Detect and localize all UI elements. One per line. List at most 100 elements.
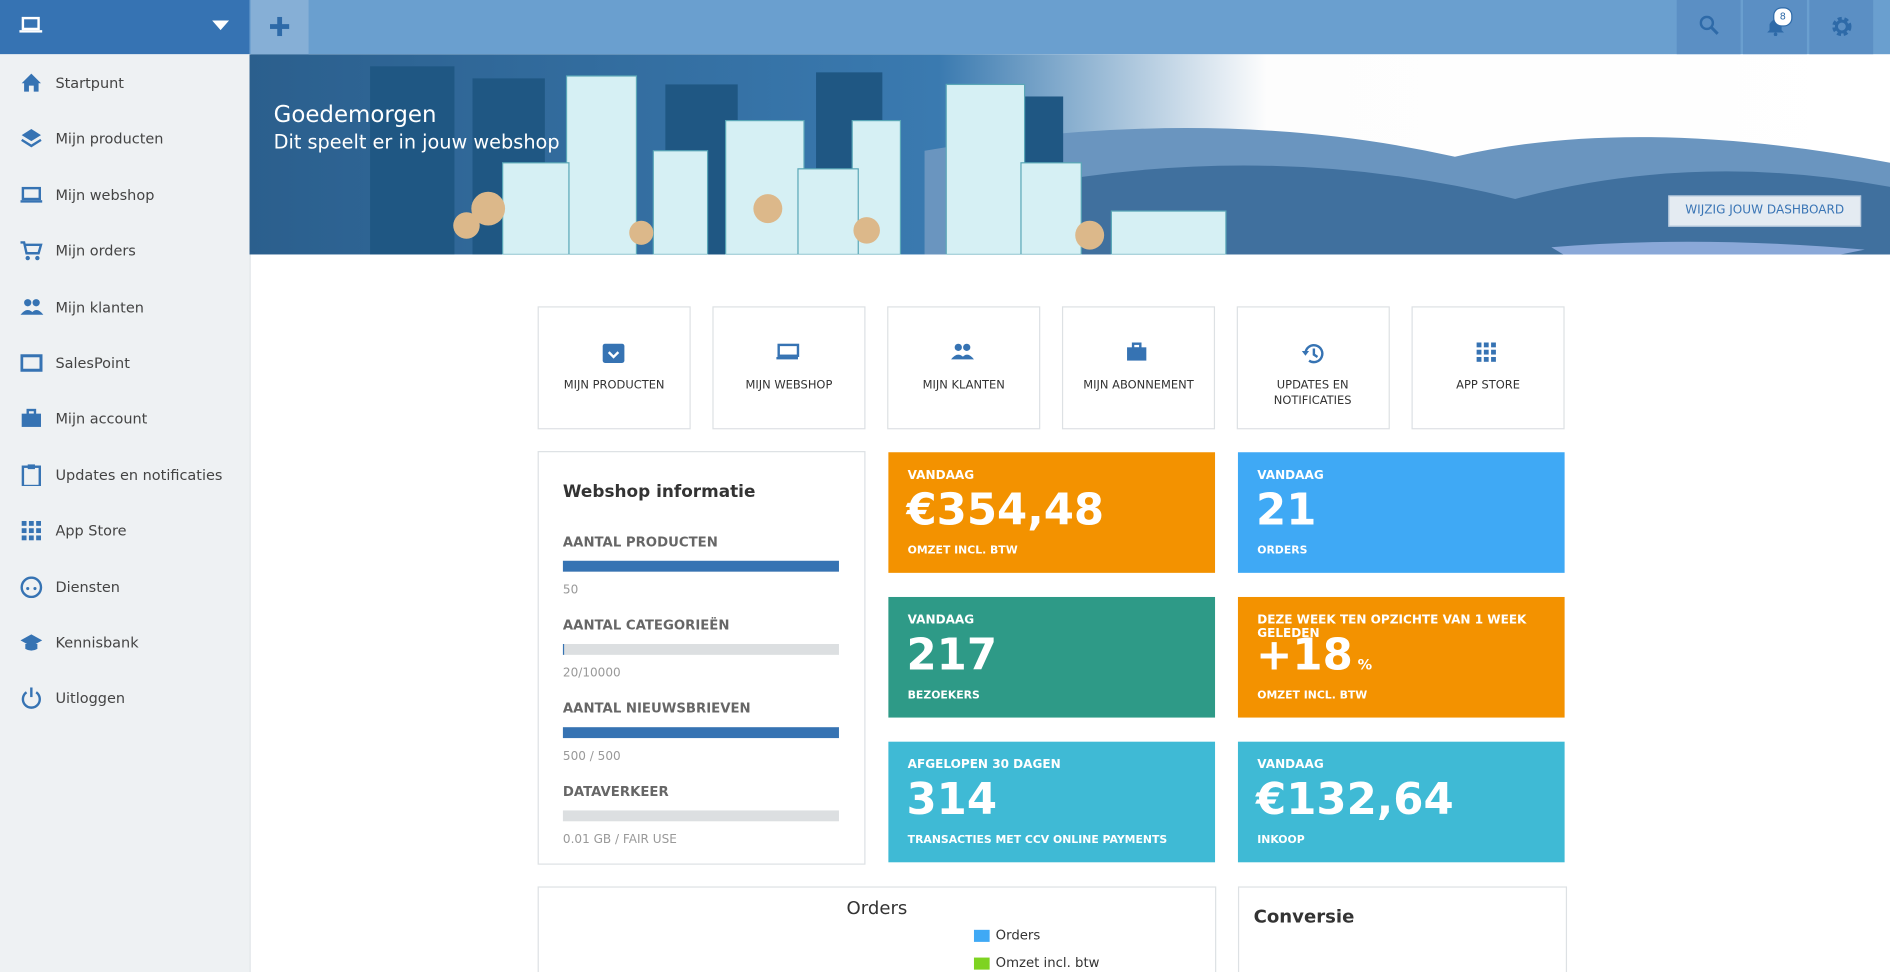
legend-swatch <box>973 929 990 942</box>
tile[interactable]: MIJN PRODUCTEN <box>537 306 691 430</box>
progress-track <box>562 810 839 822</box>
stat-card[interactable]: VANDAAG €354,48 OMZET INCL. BTW <box>888 452 1216 573</box>
edit-dashboard-button[interactable]: WIJZIG JOUW DASHBOARD <box>1668 195 1862 227</box>
legend-label: Omzet incl. btw <box>995 955 1100 971</box>
info-value: 0.01 GB / FAIR USE <box>562 833 677 847</box>
nav-item[interactable]: App Store <box>0 504 250 557</box>
card-label: VANDAAG <box>907 613 975 628</box>
legend-label: Orders <box>995 927 1041 944</box>
sidebar: Startpunt Mijn producten Mijn webshop Mijn … <box>0 54 251 972</box>
info-label: DATAVERKEER <box>562 783 669 800</box>
card-number: €132,64 <box>1256 775 1454 825</box>
card-caption: OMZET INCL. BTW <box>1257 689 1368 702</box>
card-value: +18% <box>1256 631 1372 680</box>
tile[interactable]: APP STORE <box>1411 306 1565 430</box>
tile-label: MIJN PRODUCTEN <box>563 378 665 392</box>
icon <box>1301 344 1324 364</box>
nav-item[interactable]: Mijn webshop <box>0 169 250 222</box>
search-icon <box>1699 15 1719 35</box>
tile[interactable]: MIJN WEBSHOP <box>712 306 866 430</box>
nav-item[interactable]: Mijn klanten <box>0 281 250 334</box>
card-value: 314 <box>906 775 997 824</box>
gear-icon <box>1832 16 1852 37</box>
banner: Goedemorgen Dit speelt er in jouw websho… <box>249 54 1890 255</box>
legend: Orders Omzet incl. btw <box>973 921 1100 972</box>
nav-item[interactable]: Uitloggen <box>0 672 250 725</box>
card-value: 21 <box>1256 486 1316 535</box>
tile-label: MIJN KLANTEN <box>922 378 1005 392</box>
info-value: 500 / 500 <box>562 750 621 764</box>
laptop-icon <box>19 16 43 33</box>
tile-label: UPDATES EN NOTIFICATIES <box>1273 378 1352 408</box>
nav-item[interactable]: Mijn orders <box>0 225 250 278</box>
card-label: VANDAAG <box>907 469 975 483</box>
icon <box>20 186 43 203</box>
card-caption: INKOOP <box>1257 834 1305 847</box>
stat-card[interactable]: VANDAAG 217 BEZOEKERS <box>888 596 1216 718</box>
nav-label: Mijn orders <box>55 242 136 260</box>
legend-item[interactable]: Orders <box>973 921 1100 949</box>
card-caption: TRANSACTIES MET CCV ONLINE PAYMENTS <box>907 834 1168 847</box>
icon <box>21 687 41 710</box>
icon <box>21 521 41 541</box>
card-label: VANDAAG <box>1257 469 1324 483</box>
stat-card[interactable]: AFGELOPEN 30 DAGEN 314 TRANSACTIES MET CCV… <box>888 741 1216 863</box>
workspace-switcher[interactable] <box>0 0 250 55</box>
progress-track <box>562 727 839 739</box>
card-label: DEZE WEEK TEN OPZICHTE VAN 1 WEEK GELEDE… <box>1257 613 1527 641</box>
panel-title: Webshop informatie <box>562 482 756 502</box>
nav-label: App Store <box>55 522 127 540</box>
panel-title: Conversie <box>1253 905 1355 928</box>
card-number: €354,48 <box>906 486 1105 536</box>
nav-label: Mijn producten <box>55 130 164 148</box>
search-button[interactable] <box>1676 0 1741 55</box>
banner-title: Goedemorgen <box>274 102 437 128</box>
nav-item[interactable]: SalesPoint <box>0 336 250 389</box>
add-button[interactable] <box>250 0 309 55</box>
icon <box>776 343 800 360</box>
icon <box>1476 342 1496 362</box>
progress-track <box>562 644 839 655</box>
progress-fill <box>562 560 839 572</box>
topbar <box>249 0 1890 55</box>
card-number: 217 <box>906 630 998 681</box>
nav-label: Mijn webshop <box>55 186 155 204</box>
nav-label: Diensten <box>55 578 120 596</box>
legend-swatch <box>973 956 990 970</box>
nav-label: Mijn account <box>55 410 148 428</box>
card-unit: % <box>1357 656 1373 673</box>
card-number: 314 <box>906 775 998 825</box>
tile[interactable]: UPDATES EN NOTIFICATIES <box>1236 306 1390 430</box>
nav-item[interactable]: Startpunt <box>0 57 250 110</box>
icon <box>20 354 43 372</box>
card-value: €354,48 <box>906 486 1104 535</box>
banner-subtitle: Dit speelt er in jouw webshop <box>274 130 560 153</box>
nav-label: SalesPoint <box>55 354 130 372</box>
nav-item[interactable]: Diensten <box>0 560 250 613</box>
nav-label: Uitloggen <box>55 690 126 708</box>
icon <box>21 129 42 148</box>
info-label: AANTAL NIEUWSBRIEVEN <box>562 700 751 717</box>
card-caption: ORDERS <box>1257 545 1308 558</box>
legend-item[interactable]: Omzet incl. btw <box>973 949 1100 972</box>
tile[interactable]: MIJN ABONNEMENT <box>1061 306 1216 430</box>
nav-item[interactable]: Updates en notificaties <box>0 448 250 501</box>
nav-item[interactable]: Mijn producten <box>0 113 250 166</box>
stat-card[interactable]: VANDAAG €132,64 INKOOP <box>1237 741 1565 863</box>
nav-item[interactable]: Mijn account <box>0 392 250 445</box>
card-label: VANDAAG <box>1257 758 1324 772</box>
tile[interactable]: MIJN KLANTEN <box>887 306 1041 430</box>
stat-card[interactable]: VANDAAG 21 ORDERS <box>1237 452 1565 573</box>
plus-icon <box>270 16 290 37</box>
notification-badge: 8 <box>1773 7 1793 27</box>
nav-item[interactable]: Kennisbank <box>0 616 250 669</box>
notifications-button[interactable]: 8 <box>1743 0 1807 55</box>
icon <box>20 241 43 261</box>
stat-card[interactable]: DEZE WEEK TEN OPZICHTE VAN 1 WEEK GELEDE… <box>1237 596 1565 718</box>
tile-label: MIJN WEBSHOP <box>745 378 833 392</box>
card-value: €132,64 <box>1256 775 1454 824</box>
settings-button[interactable] <box>1809 0 1874 55</box>
conversie-panel: Conversie <box>1237 886 1568 972</box>
nav-label: Startpunt <box>55 74 124 92</box>
